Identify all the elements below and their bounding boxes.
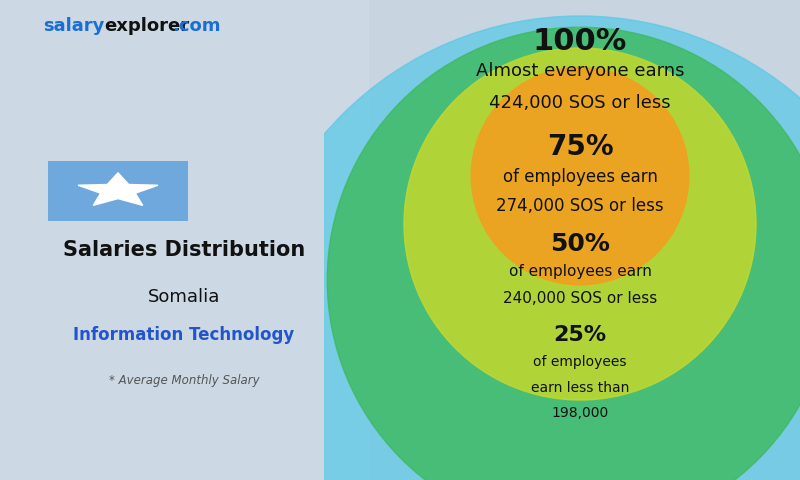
Circle shape [404, 48, 756, 400]
Text: Information Technology: Information Technology [74, 326, 294, 345]
Text: 25%: 25% [554, 325, 606, 345]
Circle shape [244, 16, 800, 480]
Text: .com: .com [172, 17, 221, 35]
Circle shape [471, 67, 689, 285]
Text: earn less than: earn less than [531, 381, 629, 395]
Text: of employees: of employees [534, 355, 626, 369]
Text: salary: salary [42, 17, 104, 35]
Polygon shape [78, 173, 158, 205]
Text: explorer: explorer [104, 17, 189, 35]
Text: 50%: 50% [550, 232, 610, 256]
Text: Almost everyone earns: Almost everyone earns [476, 62, 684, 80]
Text: 240,000 SOS or less: 240,000 SOS or less [503, 291, 657, 306]
Text: 274,000 SOS or less: 274,000 SOS or less [496, 197, 664, 215]
Text: 424,000 SOS or less: 424,000 SOS or less [489, 95, 671, 112]
Text: of employees earn: of employees earn [509, 264, 651, 279]
Text: 100%: 100% [533, 27, 627, 56]
Text: of employees earn: of employees earn [502, 168, 658, 186]
Text: 75%: 75% [546, 133, 614, 161]
Text: Somalia: Somalia [148, 288, 220, 306]
Text: Salaries Distribution: Salaries Distribution [63, 240, 305, 260]
Bar [0, 0, 368, 480]
Circle shape [327, 27, 800, 480]
Text: 198,000: 198,000 [551, 407, 609, 420]
Text: * Average Monthly Salary: * Average Monthly Salary [109, 374, 259, 387]
